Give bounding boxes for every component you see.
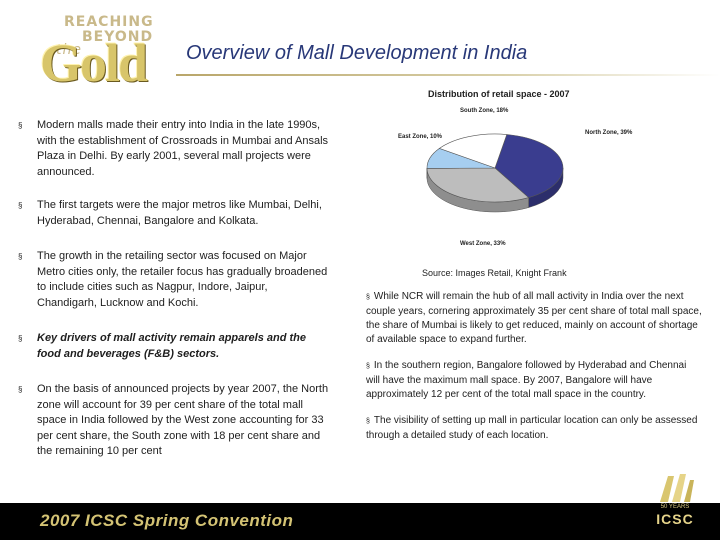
- pie-slice-west-zone: [426, 167, 530, 203]
- pie-slice-south-zone: [438, 133, 508, 169]
- bullet-text: The growth in the retailing sector was f…: [37, 250, 328, 309]
- reaching-beyond-the-gold-logo: REACHING BEYOND the Gold: [36, 12, 166, 93]
- bullet-icon: §: [18, 201, 23, 210]
- bullet-text: On the basis of announced projects by ye…: [37, 383, 329, 457]
- list-item: § While NCR will remain the hub of all ma…: [366, 290, 702, 347]
- list-item: § In the southern region, Bangalore follo…: [366, 359, 702, 402]
- badge-years-label: 50 YEARS: [660, 504, 690, 510]
- pie-label-north-zone: North Zone, 39%: [585, 130, 633, 136]
- pie-slice-north-zone: [494, 134, 564, 198]
- logo-line-3: the: [56, 42, 82, 58]
- list-item: § On the basis of announced projects by …: [18, 382, 330, 460]
- list-item: § The visibility of setting up mall in pa…: [366, 414, 702, 443]
- bullet-text-emphasis: Key drivers of mall activity remain appa…: [37, 332, 306, 360]
- title-divider: [176, 74, 720, 76]
- bullet-icon: §: [366, 418, 370, 425]
- footer-title: 2007 ICSC Spring Convention: [40, 511, 294, 530]
- pie-label-south-zone: South Zone, 18%: [460, 108, 509, 114]
- list-item: § The growth in the retailing sector was…: [18, 249, 330, 311]
- list-item: § The first targets were the major metro…: [18, 198, 330, 229]
- logo-line-1: REACHING: [64, 14, 154, 30]
- bullet-icon: §: [18, 334, 23, 343]
- logo-line-2: BEYOND: [82, 29, 154, 45]
- page-title: Overview of Mall Development in India: [186, 42, 528, 64]
- logo-line-4: Gold: [40, 33, 148, 93]
- pie-label-west-zone: West Zone, 33%: [460, 241, 506, 247]
- bullet-icon: §: [18, 121, 23, 130]
- left-bullet-list: § Modern malls made their entry into Ind…: [18, 118, 330, 460]
- icsc-emblem-icon: [660, 474, 694, 502]
- chart-title: Distribution of retail space - 2007: [428, 89, 570, 99]
- chart-source: Source: Images Retail, Knight Frank: [422, 268, 567, 278]
- bullet-icon: §: [18, 385, 23, 394]
- bullet-icon: §: [366, 363, 370, 370]
- icsc-50-years-badge: 50 YEARS ICSC: [650, 470, 700, 534]
- pie-label-east-zone: East Zone, 10%: [398, 134, 443, 140]
- bullet-text: The visibility of setting up mall in par…: [366, 415, 698, 441]
- header: REACHING BEYOND the Gold Overview of Mal…: [0, 0, 720, 93]
- bullet-icon: §: [366, 294, 370, 301]
- bullet-text: The first targets were the major metros …: [37, 199, 322, 227]
- right-bullet-list: § While NCR will remain the hub of all ma…: [366, 290, 702, 455]
- bullet-text: In the southern region, Bangalore follow…: [366, 360, 687, 400]
- list-item: § Modern malls made their entry into Ind…: [18, 118, 330, 180]
- footer-banner: 2007 ICSC Spring Convention: [0, 503, 720, 540]
- bullet-text: While NCR will remain the hub of all mal…: [366, 291, 702, 345]
- bullet-icon: §: [18, 252, 23, 261]
- list-item: § Key drivers of mall activity remain ap…: [18, 331, 330, 362]
- badge-icsc-label: ICSC: [656, 511, 694, 527]
- bullet-text: Modern malls made their entry into India…: [37, 119, 329, 178]
- retail-space-pie-chart: North Zone, 39% West Zone, 33% East Zone, …: [398, 108, 633, 247]
